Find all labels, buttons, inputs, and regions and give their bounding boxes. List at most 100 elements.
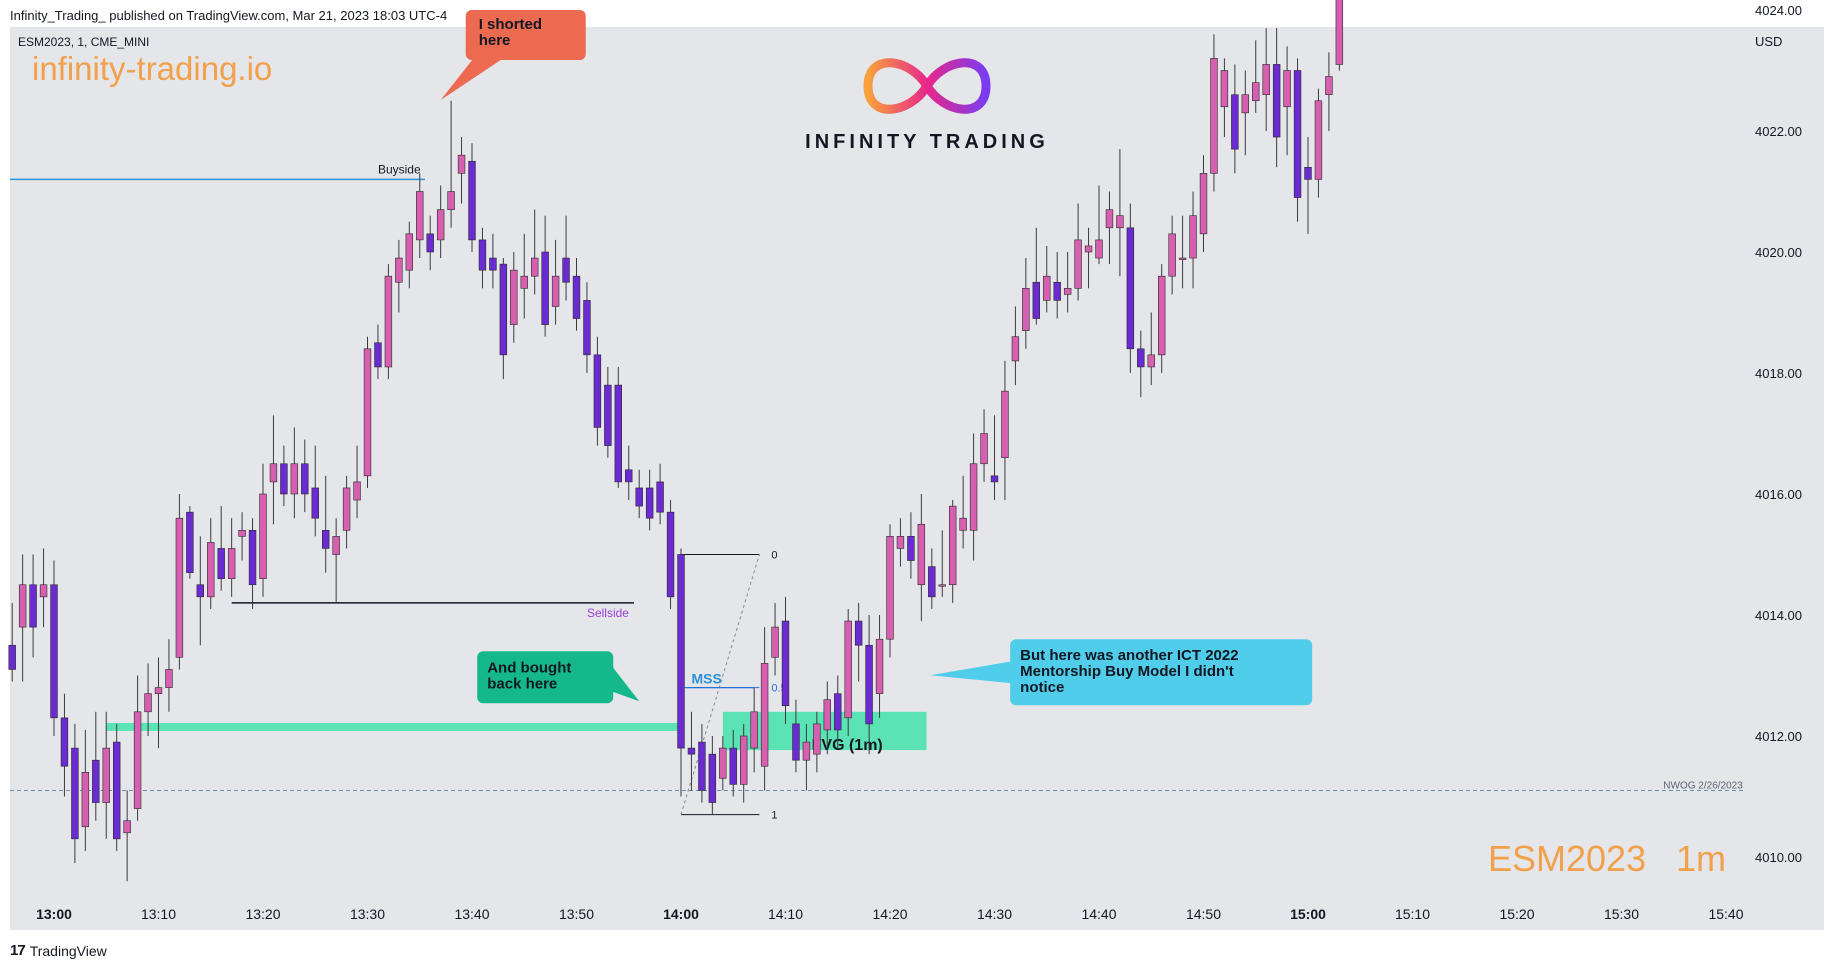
candle [959,475,967,549]
candle-body [217,548,225,580]
candle [196,536,204,646]
candle-body [196,584,204,598]
candle [186,506,194,579]
candle [760,627,769,791]
candle [1210,34,1218,192]
candle-body [186,511,194,573]
candle [499,258,508,380]
candle [990,415,999,501]
time-tick-label: 13:50 [559,906,594,922]
candle [1241,70,1250,156]
candle-body [165,669,173,688]
candle [1084,227,1093,289]
site-watermark: infinity-trading.io [32,50,272,87]
candle [593,336,602,446]
candle [123,790,131,882]
candle-body [1084,245,1093,253]
candle-body [823,699,832,731]
sellside-label: Sellside [587,606,629,620]
price-chart[interactable]: BuysideBuysideSellsideNWOG 2/26/2023 FVG… [0,0,1833,930]
candle-body [907,536,915,561]
candle [154,657,163,749]
candle [1178,215,1187,289]
candle-body [928,566,936,598]
time-tick-label: 15:20 [1499,906,1534,922]
time-tick-label: 14:00 [663,906,699,922]
fvg-zone-left [106,722,681,731]
candle [1011,306,1020,386]
candle-body [656,481,664,513]
candle [583,282,591,373]
candle [656,463,664,525]
candle [1325,52,1333,131]
nwog-label: NWOG 2/26/2023 [1663,780,1743,791]
candle-body [948,505,957,586]
time-tick-label: 13:30 [350,906,385,922]
candle-body [8,644,16,670]
candle [813,711,821,773]
candle [614,366,623,488]
candle [834,675,842,749]
tradingview-logo-icon: 17 [10,942,26,959]
candle-body [248,529,257,586]
callout-text-line: back here [487,675,557,692]
candle-body [1022,287,1030,331]
candle-body [1178,257,1187,260]
candle-body [792,723,800,761]
candle [969,433,978,561]
candle [875,615,884,718]
fib-label-0: 0 [771,550,777,562]
candle [750,687,758,773]
candle-body [123,820,131,834]
candle-body [572,275,581,319]
time-tick-label: 15:00 [1290,906,1326,922]
candle [802,723,811,791]
time-tick-label: 13:10 [141,906,176,922]
candle [227,518,236,597]
candle-body [436,209,445,241]
candle-body [583,300,591,356]
candle [1314,88,1323,198]
candle-body [311,487,319,519]
candle [436,185,445,259]
tradingview-footer[interactable]: 17 TradingView [10,942,107,959]
candle [1063,252,1072,313]
time-tick-label: 13:40 [454,906,489,922]
shorted-callout-box [465,10,586,60]
candle [980,409,988,482]
candle [18,554,27,682]
candle [572,258,581,331]
candle-body [781,620,790,707]
callout-text-line: notice [1020,679,1064,696]
time-tick-label: 14:30 [977,906,1012,922]
candle [1147,312,1155,386]
footer-brand: TradingView [29,942,107,959]
candle [677,548,685,797]
candle-body [1137,348,1145,368]
price-tick-label: 4024.00 [1755,3,1802,18]
time-tick-label: 14:20 [872,906,907,922]
candle-body [520,275,528,289]
candle-body [886,536,894,640]
infinity-logo-icon [863,58,991,114]
candle [520,233,528,319]
candle [719,736,727,791]
candle [321,475,330,573]
candle-body [92,759,100,803]
candle [416,173,424,259]
candle-body [489,257,497,271]
price-tick-label: 4014.00 [1755,608,1802,623]
candle-body [844,620,852,719]
candle-body [363,348,372,477]
candle [844,608,852,736]
buyside-label-left: Buyside [378,162,421,176]
candle-body [290,463,299,495]
candle [363,336,372,488]
candle [917,494,926,622]
ict-callout-box [1010,639,1313,706]
candle-body [457,154,466,174]
candle [384,264,393,380]
time-axis[interactable]: 13:00 13:10 13:20 13:30 13:40 13:50 14:00 14:10… [36,906,1744,922]
candle-body [1252,82,1260,102]
price-axis[interactable]: USD 4010.00 4012.00 4014.00 4016.00 4018.00 40… [1755,0,1802,865]
